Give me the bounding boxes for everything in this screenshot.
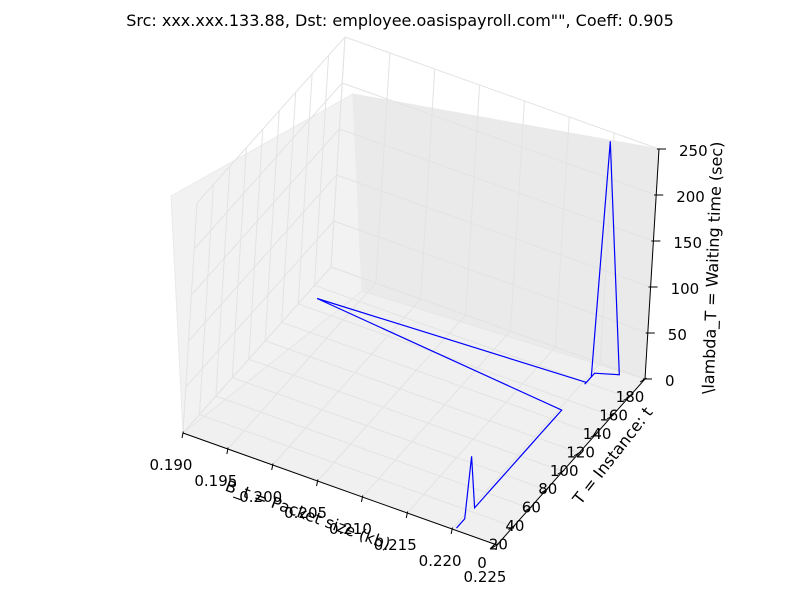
x-grid-line bbox=[406, 346, 556, 514]
x-grid-line bbox=[420, 68, 436, 300]
y-tick-mark bbox=[557, 469, 565, 475]
y-tick-label: 60 bbox=[522, 499, 541, 517]
y-tick-label: 20 bbox=[489, 536, 508, 554]
z-axis-label: \lambda_T = Waiting time (sec) bbox=[699, 141, 728, 394]
tick-labels: 0.1900.1950.2000.2050.2100.2150.2200.225… bbox=[150, 142, 708, 586]
y-grid-line bbox=[231, 147, 247, 378]
z-grid-line bbox=[339, 128, 654, 242]
y-tick-label: 40 bbox=[505, 517, 524, 535]
y-grid-line bbox=[248, 129, 264, 360]
x-tick-mark bbox=[226, 447, 229, 455]
x-grid-line bbox=[451, 362, 601, 530]
x-tick-label: 0.210 bbox=[329, 520, 372, 538]
y-tick-mark bbox=[541, 488, 549, 494]
y-tick-mark bbox=[524, 506, 532, 512]
x-grid-line bbox=[227, 282, 377, 450]
y-axis-line bbox=[496, 378, 646, 546]
y-tick-label: 160 bbox=[599, 406, 628, 424]
y-grid-line bbox=[182, 202, 198, 434]
y-grid-line bbox=[232, 377, 547, 491]
x-grid-line bbox=[272, 298, 422, 466]
y-grid-line bbox=[281, 92, 297, 323]
y-tick-label: 140 bbox=[583, 425, 612, 443]
chart-title: Src: xxx.xxx.133.88, Dst: employee.oasis… bbox=[126, 11, 674, 30]
x-tick-label: 0.195 bbox=[194, 472, 237, 490]
z-grid-line bbox=[191, 128, 340, 296]
z-tick-label: 50 bbox=[668, 326, 687, 344]
x-grid-line bbox=[554, 116, 570, 348]
x-tick-mark bbox=[181, 431, 184, 439]
x-grid-line bbox=[375, 52, 391, 284]
y-tick-label: 180 bbox=[616, 388, 645, 406]
y-grid-line bbox=[281, 321, 596, 435]
x-tick-label: 0.220 bbox=[419, 552, 462, 570]
y-tick-mark bbox=[508, 525, 516, 530]
x-tick-mark bbox=[271, 463, 274, 471]
y-grid-line bbox=[264, 110, 280, 341]
y-tick-mark bbox=[606, 414, 614, 420]
x-tick-label: 0.205 bbox=[284, 504, 327, 522]
x-tick-label: 0.215 bbox=[374, 536, 417, 554]
y-grid-line bbox=[215, 166, 231, 397]
y-grid-line bbox=[314, 55, 330, 286]
z-grid-line bbox=[188, 174, 337, 342]
x-grid-line bbox=[509, 100, 525, 332]
z-grid-line bbox=[333, 220, 648, 334]
x-grid-line bbox=[317, 314, 466, 482]
y-grid-line bbox=[248, 358, 563, 472]
x-tick-label: 0.190 bbox=[150, 456, 193, 474]
y-tick-label: 100 bbox=[550, 462, 579, 480]
series-line bbox=[316, 141, 620, 529]
z-grid-line bbox=[182, 266, 332, 434]
x-tick-mark bbox=[450, 527, 453, 535]
z-tick-label: 0 bbox=[665, 372, 675, 390]
y-grid-line bbox=[215, 395, 531, 509]
y-tick-mark bbox=[573, 451, 581, 457]
y-tick-mark bbox=[590, 433, 598, 438]
y-grid-line bbox=[297, 73, 313, 304]
y-tick-label: 0 bbox=[477, 554, 487, 572]
plot-area bbox=[316, 141, 620, 529]
y-tick-mark bbox=[623, 396, 631, 401]
z-tick-label: 250 bbox=[679, 142, 708, 160]
axes bbox=[181, 148, 666, 551]
x-axis-line bbox=[182, 432, 498, 546]
y-tick-label: 80 bbox=[538, 480, 557, 498]
y-grid-line bbox=[265, 340, 580, 454]
z-tick-label: 200 bbox=[676, 188, 705, 206]
z-grid-line bbox=[185, 220, 335, 388]
y-grid-line bbox=[199, 414, 514, 528]
z-grid-line bbox=[342, 82, 657, 196]
z-axis-line bbox=[644, 148, 660, 380]
z-grid-line bbox=[336, 174, 651, 288]
x-grid-line bbox=[362, 330, 511, 498]
y-tick-label: 120 bbox=[566, 443, 595, 461]
x-tick-mark bbox=[360, 495, 364, 503]
z-grid-line bbox=[344, 36, 660, 150]
z-grid-line bbox=[196, 36, 346, 204]
y-tick-mark bbox=[491, 543, 499, 549]
x-tick-mark bbox=[405, 511, 409, 519]
z-grid-line bbox=[193, 82, 343, 250]
x-tick-label: 0.200 bbox=[239, 488, 282, 506]
x-grid-line bbox=[465, 84, 481, 316]
y-grid-line bbox=[330, 36, 346, 268]
y-grid-line bbox=[198, 184, 214, 415]
z-tick-label: 100 bbox=[671, 280, 700, 298]
x-tick-mark bbox=[316, 479, 319, 487]
z-tick-label: 150 bbox=[673, 234, 702, 252]
y-grid-line bbox=[297, 303, 613, 417]
x-tick-label: 0.225 bbox=[464, 568, 507, 586]
